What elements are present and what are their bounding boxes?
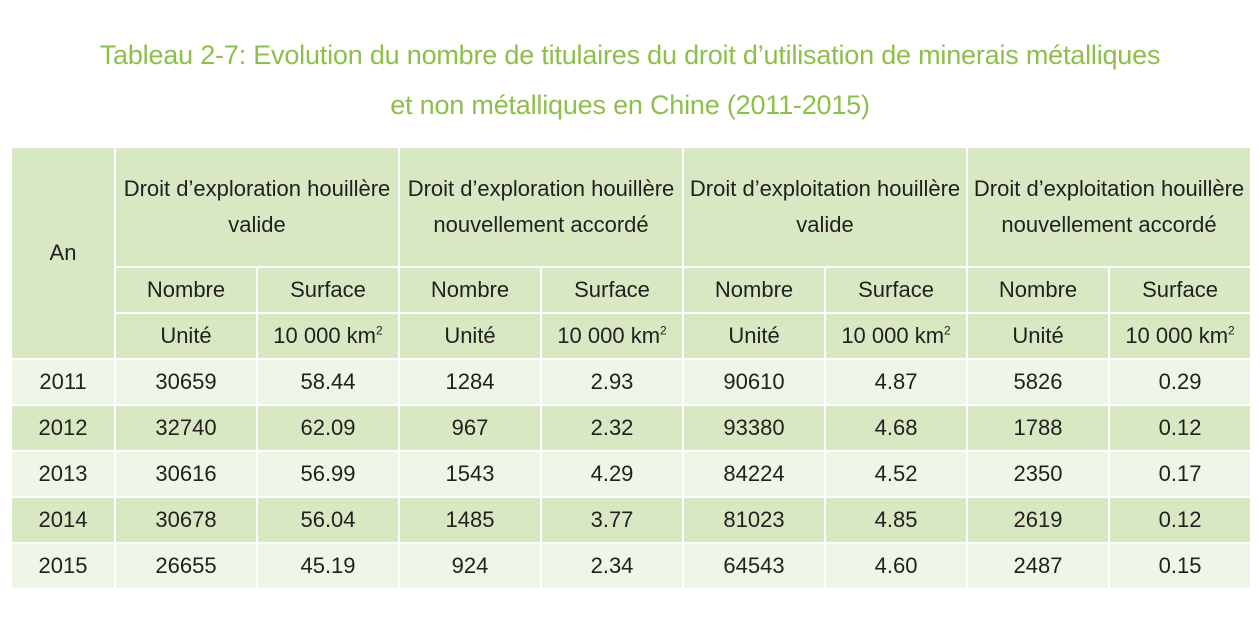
value-cell: 84224 — [682, 450, 827, 498]
year-cell: 2013 — [10, 450, 116, 498]
value-cell: 4.52 — [824, 450, 969, 498]
group-header-3: Droit d’exploitation houillère valide — [682, 146, 969, 268]
value-cell: 4.68 — [824, 404, 969, 452]
unit-nombre: Unité — [398, 312, 542, 360]
year-header: An — [10, 146, 116, 360]
value-cell: 4.29 — [539, 450, 685, 498]
col-header-nombre: Nombre — [114, 266, 258, 314]
table-row: 2015 26655 45.19 924 2.34 64543 4.60 248… — [10, 542, 1253, 590]
table-row: 2012 32740 62.09 967 2.32 93380 4.68 178… — [10, 404, 1253, 452]
year-cell: 2015 — [10, 542, 116, 590]
value-cell: 0.15 — [1108, 542, 1253, 590]
year-cell: 2012 — [10, 404, 116, 452]
value-cell: 4.85 — [824, 496, 969, 544]
value-cell: 64543 — [682, 542, 827, 590]
value-cell: 62.09 — [256, 404, 400, 452]
value-cell: 90610 — [682, 358, 827, 406]
value-cell: 1543 — [398, 450, 542, 498]
value-cell: 924 — [398, 542, 542, 590]
value-cell: 4.60 — [824, 542, 969, 590]
value-cell: 4.87 — [824, 358, 969, 406]
title-line-2: et non métalliques en Chine (2011-2015) — [390, 90, 870, 120]
value-cell: 2.32 — [539, 404, 685, 452]
col-header-nombre: Nombre — [398, 266, 542, 314]
unit-nombre: Unité — [966, 312, 1111, 360]
title-line-1: Tableau 2-7: Evolution du nombre de titu… — [99, 40, 1161, 70]
col-header-nombre: Nombre — [682, 266, 827, 314]
unit-nombre: Unité — [682, 312, 827, 360]
year-cell: 2014 — [10, 496, 116, 544]
group-header-2: Droit d’exploration houillère nouvelleme… — [397, 146, 685, 268]
group-header-1: Droit d’exploration houillère valide — [114, 146, 400, 268]
value-cell: 81023 — [682, 496, 827, 544]
value-cell: 32740 — [114, 404, 258, 452]
value-cell: 2350 — [966, 450, 1111, 498]
unit-surface: 10 000 km2 — [256, 312, 400, 360]
value-cell: 45.19 — [256, 542, 400, 590]
value-cell: 1284 — [398, 358, 542, 406]
value-cell: 56.99 — [256, 450, 400, 498]
col-header-surface: Surface — [1108, 266, 1253, 314]
unit-nombre: Unité — [114, 312, 258, 360]
value-cell: 26655 — [114, 542, 258, 590]
value-cell: 1788 — [966, 404, 1111, 452]
group-header-4: Droit d’exploitation houillère nouvellem… — [966, 146, 1253, 268]
value-cell: 1485 — [398, 496, 542, 544]
value-cell: 3.77 — [539, 496, 685, 544]
value-cell: 0.17 — [1108, 450, 1253, 498]
value-cell: 56.04 — [256, 496, 400, 544]
col-header-surface: Surface — [256, 266, 400, 314]
value-cell: 2487 — [966, 542, 1111, 590]
value-cell: 5826 — [966, 358, 1111, 406]
value-cell: 0.29 — [1108, 358, 1253, 406]
value-cell: 2.93 — [539, 358, 685, 406]
value-cell: 30678 — [114, 496, 258, 544]
table-title: Tableau 2-7: Evolution du nombre de titu… — [0, 30, 1260, 130]
value-cell: 58.44 — [256, 358, 400, 406]
col-header-surface: Surface — [824, 266, 969, 314]
col-header-surface: Surface — [539, 266, 685, 314]
value-cell: 2.34 — [539, 542, 685, 590]
value-cell: 30659 — [114, 358, 258, 406]
unit-surface: 10 000 km2 — [824, 312, 969, 360]
value-cell: 30616 — [114, 450, 258, 498]
table-row: 2011 30659 58.44 1284 2.93 90610 4.87 58… — [10, 358, 1253, 406]
unit-surface: 10 000 km2 — [539, 312, 685, 360]
value-cell: 0.12 — [1108, 496, 1253, 544]
year-cell: 2011 — [10, 358, 116, 406]
value-cell: 2619 — [966, 496, 1111, 544]
data-table: An Droit d’exploration houillère valide … — [10, 146, 1253, 590]
value-cell: 0.12 — [1108, 404, 1253, 452]
unit-surface: 10 000 km2 — [1108, 312, 1253, 360]
value-cell: 93380 — [682, 404, 827, 452]
table-row: 2014 30678 56.04 1485 3.77 81023 4.85 26… — [10, 496, 1253, 544]
col-header-nombre: Nombre — [966, 266, 1111, 314]
table-row: 2013 30616 56.99 1543 4.29 84224 4.52 23… — [10, 450, 1253, 498]
value-cell: 967 — [398, 404, 542, 452]
